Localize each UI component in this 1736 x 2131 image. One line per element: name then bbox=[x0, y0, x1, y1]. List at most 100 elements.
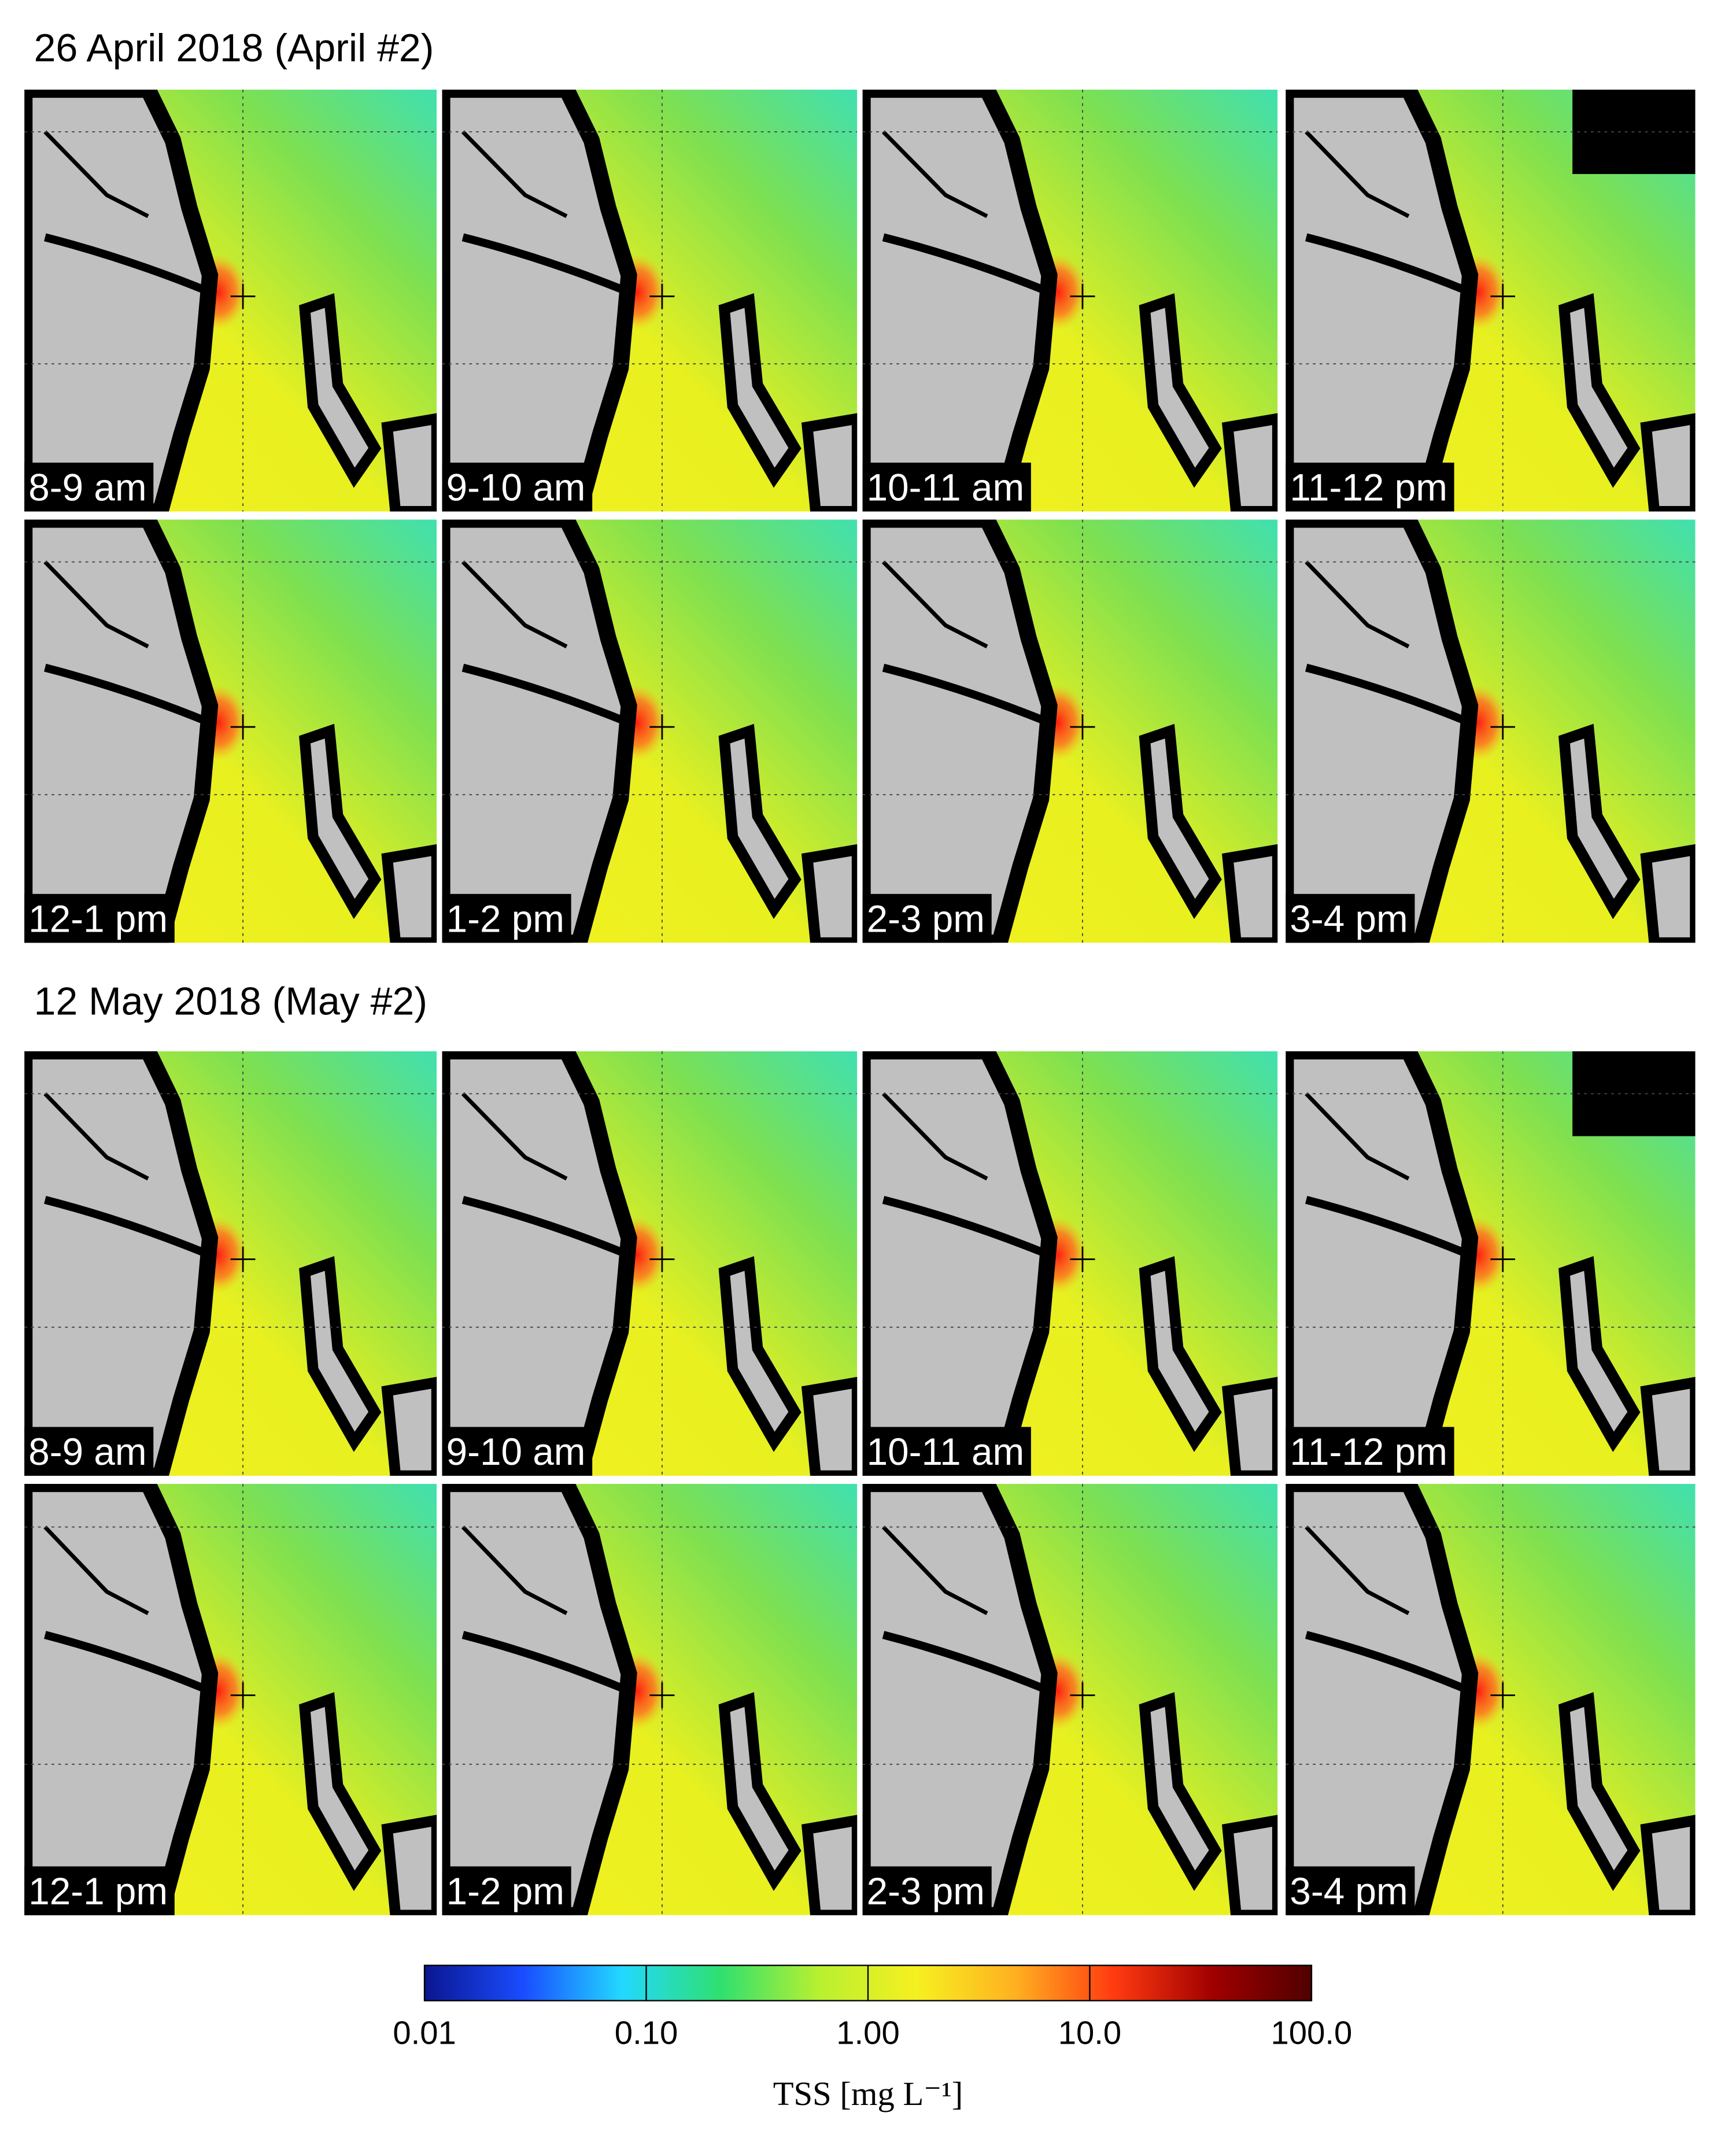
section-title: 26 April 2018 (April #2) bbox=[34, 26, 434, 70]
creek bbox=[43, 1092, 149, 1181]
islands bbox=[1139, 1692, 1278, 1915]
map-panel: 2-3 pm bbox=[862, 1484, 1278, 1915]
map bbox=[1286, 519, 1696, 943]
creek bbox=[461, 1526, 568, 1615]
station bbox=[649, 1682, 675, 1708]
map-panel: 12-1 pm bbox=[24, 519, 437, 943]
label-bg bbox=[862, 463, 1031, 512]
creek bbox=[881, 1092, 988, 1181]
islands bbox=[1139, 723, 1278, 943]
station bbox=[230, 1682, 256, 1708]
river bbox=[882, 1195, 1051, 1259]
map-panel: 10-11 am bbox=[862, 90, 1278, 512]
land bbox=[442, 1051, 637, 1476]
creek bbox=[1305, 560, 1410, 649]
river bbox=[44, 233, 212, 296]
creek bbox=[461, 130, 568, 219]
river bbox=[882, 233, 1051, 296]
map-panel: 2-3 pm bbox=[862, 519, 1278, 943]
land bbox=[24, 1484, 219, 1915]
islands bbox=[1139, 293, 1278, 512]
panel-label: 1-2 pm bbox=[446, 898, 564, 940]
label-bg bbox=[24, 1866, 175, 1915]
map-panel: 10-11 am bbox=[862, 1051, 1278, 1476]
colorbar-label: TSS [mg L⁻¹] bbox=[773, 2075, 963, 2112]
map-panel: 3-4 pm bbox=[1286, 519, 1696, 943]
station bbox=[649, 1246, 675, 1272]
map-panel: 1-2 pm bbox=[442, 519, 858, 943]
creek bbox=[881, 1526, 988, 1615]
panel-label: 9-10 am bbox=[446, 467, 586, 509]
map bbox=[442, 1484, 858, 1915]
river bbox=[461, 663, 631, 727]
river bbox=[461, 1195, 631, 1259]
station bbox=[1070, 1246, 1095, 1272]
islands bbox=[718, 293, 858, 512]
map-panel: 11-12 pm bbox=[1286, 90, 1696, 512]
station bbox=[1070, 714, 1095, 740]
map-panel: 12-1 pm bbox=[24, 1484, 437, 1915]
map bbox=[1286, 1484, 1696, 1915]
creek bbox=[43, 130, 149, 218]
land bbox=[1286, 90, 1479, 512]
map-panel: 3-4 pm bbox=[1286, 1484, 1696, 1915]
section-title: 12 May 2018 (May #2) bbox=[34, 980, 427, 1024]
islands bbox=[299, 723, 437, 943]
label-bg bbox=[24, 463, 154, 512]
river bbox=[44, 1195, 212, 1259]
map bbox=[862, 90, 1278, 512]
label-bg bbox=[442, 463, 593, 512]
station bbox=[1070, 1682, 1095, 1708]
river bbox=[1305, 1631, 1472, 1695]
land bbox=[442, 1484, 637, 1915]
islands bbox=[718, 1256, 858, 1476]
station bbox=[230, 714, 256, 740]
panel-label: 8-9 am bbox=[28, 1431, 146, 1473]
label-bg bbox=[442, 1427, 593, 1476]
river bbox=[44, 1631, 212, 1695]
islands bbox=[299, 1692, 437, 1915]
creek bbox=[461, 1092, 568, 1181]
map bbox=[442, 1051, 858, 1476]
tick-label: 0.10 bbox=[615, 2015, 678, 2051]
map bbox=[24, 1051, 437, 1476]
map bbox=[1286, 1051, 1696, 1476]
islands bbox=[1558, 293, 1696, 512]
river bbox=[882, 663, 1051, 727]
land bbox=[862, 1051, 1058, 1476]
map bbox=[24, 1484, 437, 1915]
station bbox=[1070, 283, 1095, 309]
station bbox=[1490, 1682, 1515, 1708]
panel-label: 8-9 am bbox=[28, 467, 146, 509]
label-bg bbox=[1286, 893, 1415, 943]
land bbox=[1286, 1484, 1479, 1915]
station bbox=[1490, 1246, 1515, 1272]
islands bbox=[1558, 1256, 1696, 1476]
panel-label: 1-2 pm bbox=[446, 1870, 564, 1912]
map-panel: 9-10 am bbox=[442, 90, 858, 512]
label-bg bbox=[862, 1427, 1031, 1476]
creek bbox=[1305, 1092, 1410, 1181]
map-panel: 11-12 pm bbox=[1286, 1051, 1696, 1476]
tick-label: 1.00 bbox=[836, 2015, 900, 2051]
land bbox=[24, 1051, 219, 1476]
land bbox=[1286, 519, 1479, 943]
islands bbox=[299, 1256, 437, 1476]
map bbox=[1286, 90, 1696, 512]
station bbox=[649, 283, 675, 309]
panel-label: 11-12 pm bbox=[1290, 467, 1447, 509]
map-panel: 8-9 am bbox=[24, 90, 437, 512]
label-bg bbox=[1286, 463, 1454, 512]
islands bbox=[1139, 1256, 1278, 1476]
land bbox=[1286, 1051, 1479, 1476]
river bbox=[882, 1631, 1051, 1695]
label-bg bbox=[442, 893, 571, 943]
creek bbox=[881, 560, 988, 649]
panel-label: 3-4 pm bbox=[1290, 898, 1408, 940]
station bbox=[230, 283, 256, 309]
river bbox=[461, 233, 631, 296]
land bbox=[24, 90, 219, 512]
label-bg bbox=[24, 1427, 154, 1476]
